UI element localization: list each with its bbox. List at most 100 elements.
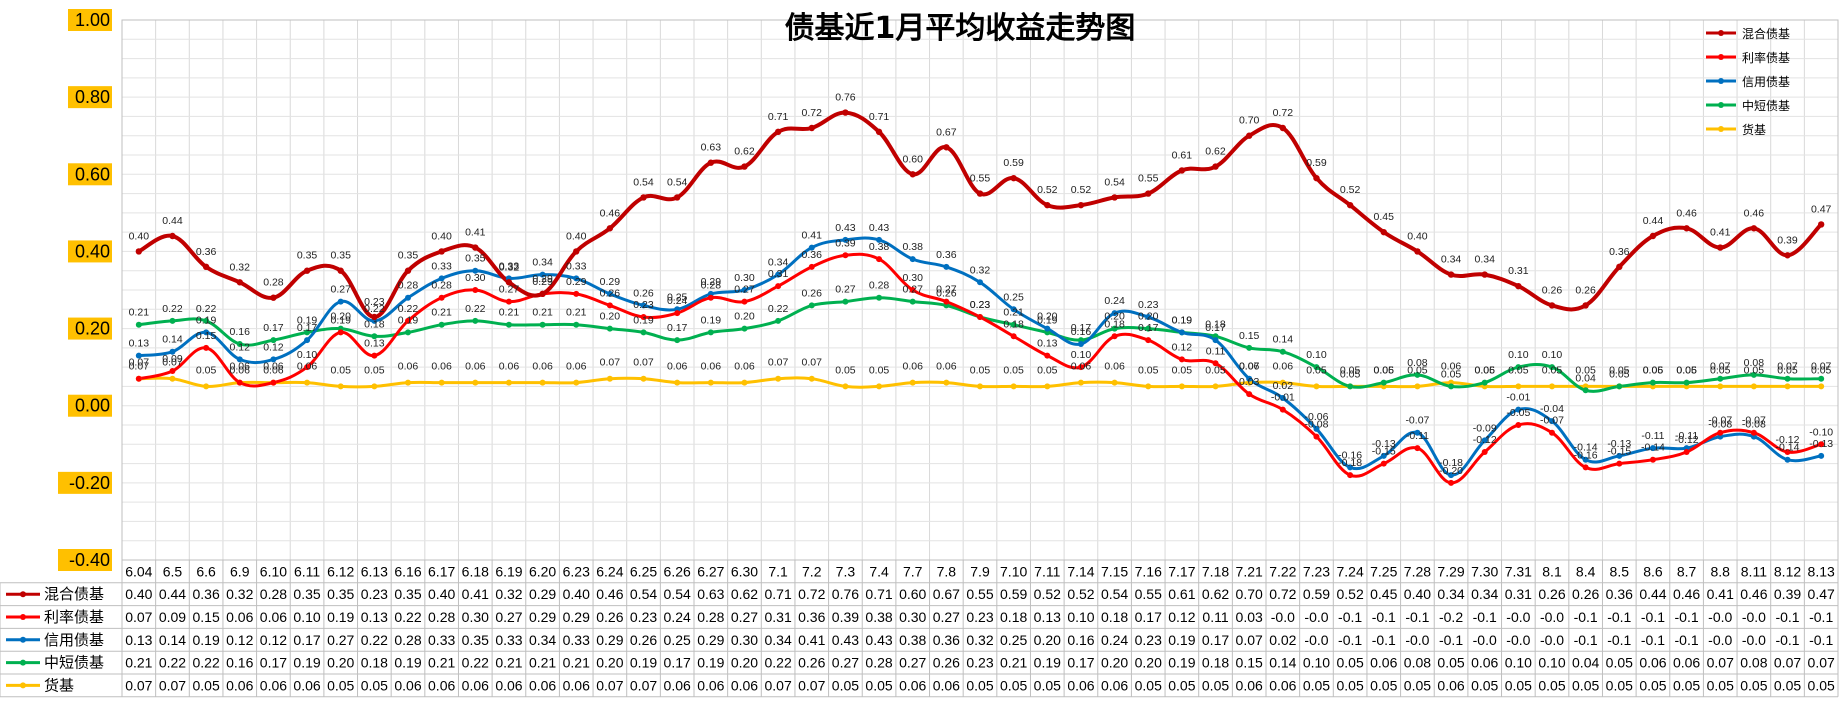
data-point — [405, 329, 411, 336]
table-cell: 0.05 — [1336, 655, 1363, 671]
table-cell: 0.54 — [1101, 586, 1128, 602]
table-cell: 0.27 — [327, 632, 354, 648]
data-point — [472, 287, 479, 293]
legend-marker — [1718, 78, 1724, 84]
legend-label: 信用债基 — [1742, 75, 1790, 89]
data-point — [707, 159, 715, 166]
table-cell: 0.76 — [832, 586, 859, 602]
data-label: 0.21 — [566, 307, 587, 319]
data-point — [1717, 375, 1724, 382]
data-label: 0.47 — [1811, 203, 1832, 215]
data-label: 0.18 — [1104, 318, 1125, 330]
table-row-label: 利率债基 — [44, 608, 104, 626]
data-label: 0.28 — [263, 277, 284, 289]
data-point — [1380, 452, 1387, 459]
xtick-label: 7.1 — [768, 563, 788, 579]
xtick-label: 7.2 — [802, 563, 822, 579]
data-label: 0.33 — [499, 260, 520, 272]
data-label: 0.19 — [1037, 314, 1058, 326]
data-point — [808, 263, 815, 270]
data-label: 0.22 — [768, 303, 789, 315]
table-cell: 0.17 — [1135, 609, 1162, 625]
data-label: 0.39 — [835, 237, 856, 249]
data-label: 0.27 — [330, 284, 351, 296]
data-label: -0.08 — [1708, 419, 1732, 431]
table-cell: 0.05 — [1740, 677, 1767, 693]
table-cell: 0.12 — [1168, 609, 1195, 625]
xtick-label: 7.15 — [1101, 563, 1128, 579]
table-cell: 0.06 — [394, 677, 421, 693]
table-cell: 0.35 — [394, 586, 421, 602]
data-point — [775, 271, 782, 278]
table-cell: 0.35 — [293, 586, 320, 602]
data-label: 0.06 — [1474, 365, 1495, 377]
data-point — [438, 379, 445, 386]
data-point — [876, 236, 883, 243]
table-cell: 0.33 — [495, 632, 522, 648]
ytick: 0.20 — [68, 317, 112, 340]
table-cell: 0.06 — [1437, 677, 1464, 693]
table-cell: 0.05 — [1034, 677, 1061, 693]
data-label: -0.14 — [1776, 442, 1800, 454]
table-cell: 0.62 — [731, 586, 758, 602]
table-cell: 0.08 — [1740, 655, 1767, 671]
table-cell: 0.06 — [1067, 677, 1094, 693]
data-point — [438, 248, 445, 255]
table-cell: 0.17 — [293, 632, 320, 648]
data-label: -0.14 — [1574, 442, 1598, 454]
table-cell: 0.06 — [1673, 655, 1700, 671]
data-point — [236, 341, 243, 347]
ytick-label: 0.00 — [75, 396, 110, 416]
xtick-label: 7.23 — [1303, 563, 1330, 579]
data-label: 0.40 — [129, 230, 150, 242]
data-label: 0.24 — [667, 295, 688, 307]
data-point — [405, 379, 411, 386]
table-cell: 0.32 — [495, 586, 522, 602]
table-cell: 0.70 — [1236, 586, 1263, 602]
data-point — [337, 298, 344, 305]
data-point — [1279, 124, 1287, 132]
table-cell: 0.06 — [428, 677, 455, 693]
table-cell: 0.59 — [1303, 586, 1330, 602]
data-point — [270, 356, 277, 363]
table-cell: 0.12 — [226, 632, 253, 648]
table-cell: 0.13 — [125, 632, 152, 648]
data-point — [1515, 422, 1522, 428]
data-label: 0.17 — [263, 322, 284, 334]
table-cell: 0.63 — [697, 586, 724, 602]
data-point — [1111, 310, 1118, 317]
table-cell: 0.23 — [361, 586, 388, 602]
data-label: 0.05 — [1340, 364, 1361, 376]
table-cell: 0.05 — [1336, 677, 1363, 693]
data-point — [1784, 252, 1791, 259]
data-point — [1279, 348, 1286, 355]
data-point — [1582, 302, 1589, 309]
table-cell: 0.19 — [697, 655, 724, 671]
table-cell: -0.1 — [1675, 632, 1699, 648]
xtick-label: 6.16 — [394, 563, 421, 579]
data-point — [1414, 248, 1421, 255]
table-cell: 0.21 — [428, 655, 455, 671]
data-label: 0.13 — [129, 338, 150, 350]
data-point — [1616, 383, 1623, 390]
table-cell: 0.06 — [563, 677, 590, 693]
table-cell: 0.21 — [529, 655, 556, 671]
table-cell: -0.1 — [1574, 632, 1598, 648]
xtick-label: 6.24 — [596, 563, 623, 579]
data-label: 0.31 — [768, 268, 789, 280]
data-point — [1818, 441, 1825, 448]
data-label: 0.17 — [667, 322, 688, 334]
table-cell: -0.0 — [1506, 632, 1530, 648]
data-label: -0.11 — [1675, 430, 1698, 442]
data-label: 0.05 — [1575, 364, 1596, 376]
data-point — [1515, 406, 1522, 413]
table-cell: 0.43 — [832, 632, 859, 648]
ytick-label: 0.40 — [75, 241, 110, 261]
table-cell: 0.07 — [630, 677, 657, 693]
table-cell: 0.71 — [865, 586, 892, 602]
data-point — [1582, 464, 1589, 471]
xtick-label: 8.12 — [1774, 563, 1801, 579]
data-label: -0.07 — [1405, 415, 1429, 427]
data-point — [236, 279, 243, 286]
table-cell: -0.0 — [1271, 609, 1295, 625]
